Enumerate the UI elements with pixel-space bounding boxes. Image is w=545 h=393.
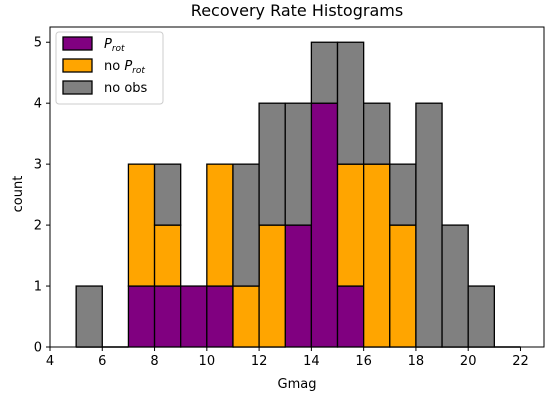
bar-no-obs-15	[336, 41, 365, 165]
x-tick-label: 22	[512, 354, 529, 369]
bar-p_rot-9	[180, 285, 208, 348]
bar-no-obs-20	[467, 285, 495, 348]
bar-no-obs-14	[310, 41, 339, 104]
y-tick-label: 2	[34, 219, 42, 234]
bar-no-obs-11	[232, 163, 260, 287]
bar-no-p_rot-15	[336, 163, 365, 287]
y-tick-label: 1	[34, 280, 42, 295]
bar-no-p_rot-10	[206, 163, 234, 287]
legend-label-no-obs: no obs	[104, 81, 148, 96]
bar-no-p_rot-16	[363, 163, 391, 348]
bars-group	[75, 41, 521, 348]
chart-title: Recovery Rate Histograms	[191, 1, 403, 20]
bar-no-obs-13	[284, 102, 313, 226]
bar-p_rot-8	[153, 285, 182, 348]
bar-p_rot-10	[206, 285, 234, 348]
x-tick-label: 10	[199, 354, 216, 369]
legend: Prot no Prot no obs	[55, 31, 164, 105]
bar-no-obs-17	[389, 163, 417, 226]
bar-p_rot-7	[127, 285, 156, 348]
bar-no-p_rot-11	[232, 285, 260, 348]
bar-no-obs-8	[153, 163, 182, 226]
x-tick-label: 6	[98, 354, 106, 369]
plot-frame	[49, 26, 545, 348]
bar-no-p_rot-12	[258, 224, 286, 348]
bar-no-obs-5	[75, 285, 103, 348]
bar-no-p_rot-17	[389, 224, 417, 348]
y-tick-label: 0	[34, 341, 42, 356]
bar-p_rot-14	[310, 102, 339, 348]
x-tick-label: 14	[303, 354, 320, 369]
legend-swatch-p_rot	[62, 36, 93, 51]
x-tick-label: 4	[46, 354, 54, 369]
bar-p_rot-15	[336, 285, 365, 348]
bar-no-obs-18	[415, 102, 443, 348]
y-tick-label: 4	[34, 97, 42, 112]
y-tick-label: 3	[34, 158, 42, 173]
legend-label-p_rot: Prot	[104, 37, 125, 54]
x-tick-label: 16	[355, 354, 372, 369]
legend-label-no-p_rot: no Prot	[104, 59, 145, 76]
x-tick-label: 20	[460, 354, 477, 369]
y-tick-label: 5	[34, 36, 42, 51]
bar-no-p_rot-8	[153, 224, 182, 287]
x-tick-label: 12	[251, 354, 268, 369]
x-tick-label: 8	[150, 354, 158, 369]
bar-no-obs-16	[363, 102, 391, 165]
bar-no-p_rot-7	[127, 163, 156, 287]
x-axis-label: Gmag	[278, 377, 317, 392]
y-axis-label: count	[11, 176, 26, 213]
bar-no-obs-12	[258, 102, 286, 226]
legend-swatch-no-p_rot	[62, 58, 93, 73]
legend-swatch-no-obs	[62, 80, 93, 95]
bar-p_rot-13	[284, 224, 313, 348]
bar-no-obs-19	[441, 224, 469, 348]
x-tick-label: 18	[408, 354, 425, 369]
